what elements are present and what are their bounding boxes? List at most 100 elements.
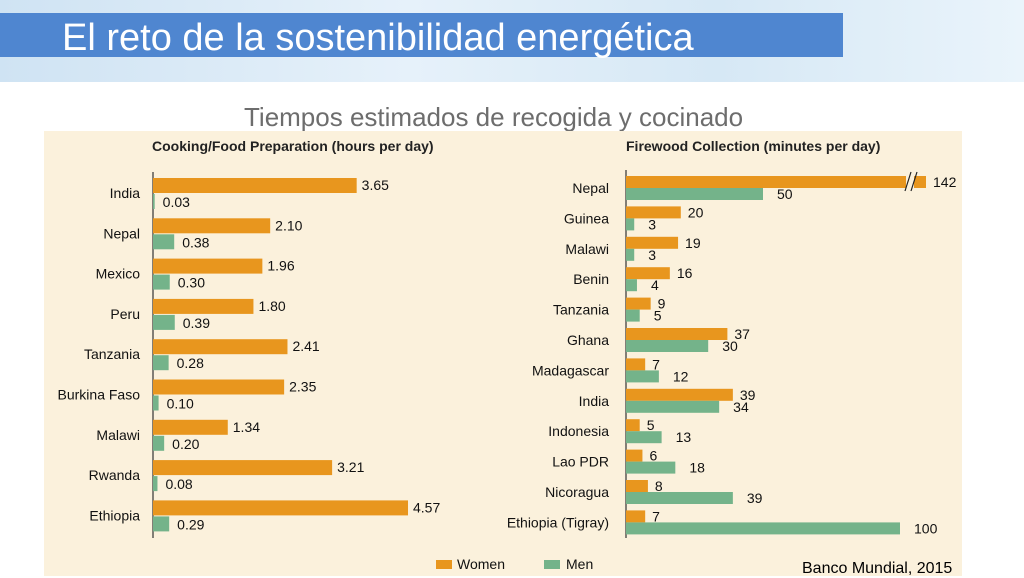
chart1-label-women-burkina-faso: 2.35: [289, 379, 316, 395]
chart2-bar-men-madagascar: [626, 370, 659, 383]
chart1-label-women-malawi: 1.34: [233, 419, 260, 435]
legend-swatch-men: [544, 560, 560, 569]
slide-title: El reto de la sostenibilidad energética: [62, 17, 694, 59]
chart1-bar-women-burkina-faso: [153, 379, 285, 395]
legend-swatch-women: [436, 560, 452, 569]
chart2-category-nepal: Nepal: [572, 180, 609, 196]
chart2-break-mark-right: [910, 171, 918, 192]
chart2-label-men-malawi: 3: [648, 247, 656, 263]
chart2-bar-women-benin: [626, 267, 670, 280]
chart1-bar-men-peru: [153, 314, 175, 330]
chart2-bar-men-lao-pdr: [626, 461, 676, 474]
chart2-category-indonesia: Indonesia: [548, 423, 609, 439]
chart1-bar-women-india: [153, 178, 357, 193]
chart2-label-men-ghana: 30: [722, 338, 738, 354]
chart2-category-malawi: Malawi: [565, 241, 609, 257]
chart1-bar-men-tanzania: [153, 355, 169, 371]
chart1-label-men-rwanda: 0.08: [165, 476, 192, 492]
chart1-bar-women-malawi: [153, 419, 228, 435]
chart1-bar-women-ethiopia: [153, 500, 409, 516]
slide-subtitle: Tiempos estimados de recogida y cocinado: [244, 102, 744, 132]
chart2-label-men-guinea: 3: [648, 216, 656, 232]
chart1-label-men-india: 0.03: [163, 194, 190, 210]
chart2-label-men-india: 34: [733, 399, 749, 415]
chart2-bar-women-ghana: [626, 328, 728, 340]
chart1-bar-women-nepal: [153, 218, 271, 234]
chart2-bar-men-malawi: [626, 248, 635, 261]
chart2-label-women-tanzania: 9: [658, 296, 666, 312]
chart1-bar-men-rwanda: [153, 476, 158, 492]
chart2-label-women-indonesia: 5: [647, 417, 655, 433]
chart2-label-women-nepal: 142: [933, 174, 957, 190]
chart1-bar-women-peru: [153, 298, 254, 314]
chart1-bar-women-rwanda: [153, 460, 333, 476]
chart1-bar-men-burkina-faso: [153, 395, 159, 411]
chart2-bar-men-tanzania: [626, 309, 640, 322]
chart1-bar-men-mexico: [153, 274, 170, 290]
chart2-label-men-nepal: 50: [777, 186, 793, 202]
chart2-label-men-benin: 4: [651, 277, 659, 293]
chart1-label-women-mexico: 1.96: [267, 258, 294, 274]
chart2-label-women-ethiopia-tigray-: 7: [652, 508, 660, 524]
chart1-category-india: India: [110, 185, 141, 201]
chart1-label-women-nepal: 2.10: [275, 217, 302, 233]
chart1-label-men-peru: 0.39: [183, 315, 210, 331]
chart2-title: Firewood Collection (minutes per day): [626, 138, 880, 154]
chart2-label-women-guinea: 20: [688, 204, 704, 220]
chart2-bar-women-nepal: [626, 176, 926, 188]
chart2-label-women-benin: 16: [677, 265, 693, 281]
chart1-bar-men-malawi: [153, 435, 165, 451]
legend-label-men: Men: [566, 556, 593, 572]
chart2-label-men-ethiopia-tigray-: 100: [914, 520, 938, 536]
chart2-category-nicoragua: Nicoragua: [545, 484, 609, 500]
chart2-bar-women-madagascar: [626, 358, 646, 371]
chart2-bar-women-lao-pdr: [626, 449, 643, 462]
chart1-category-burkina-faso: Burkina Faso: [58, 387, 141, 403]
chart1-category-ethiopia: Ethiopia: [89, 507, 140, 523]
chart2-category-tanzania: Tanzania: [553, 302, 609, 318]
chart1-bar-women-mexico: [153, 258, 263, 274]
chart2-label-women-madagascar: 7: [652, 356, 660, 372]
chart1-category-peru: Peru: [110, 306, 140, 322]
chart1-title: Cooking/Food Preparation (hours per day): [152, 138, 434, 154]
chart2-label-women-lao-pdr: 6: [649, 448, 657, 464]
chart2-bar-men-nicoragua: [626, 492, 733, 504]
chart2-label-women-nicoragua: 8: [655, 478, 663, 494]
chart2-category-madagascar: Madagascar: [532, 362, 609, 378]
chart2-category-india: India: [579, 393, 610, 409]
chart1-category-nepal: Nepal: [103, 225, 140, 241]
chart1-category-tanzania: Tanzania: [84, 346, 140, 362]
chart1-label-women-peru: 1.80: [258, 298, 285, 314]
chart2-bar-men-indonesia: [626, 431, 662, 444]
chart2-bar-women-malawi: [626, 236, 679, 249]
chart2-bar-men-ethiopia-tigray-: [626, 522, 900, 535]
chart2-bar-women-guinea: [626, 206, 681, 219]
chart2-label-women-malawi: 19: [685, 235, 701, 251]
chart2-category-guinea: Guinea: [564, 210, 609, 226]
chart2-bar-women-nicoragua: [626, 480, 648, 492]
chart2-break-gap: [906, 174, 914, 190]
chart2-bar-women-india: [626, 388, 733, 401]
chart1-category-rwanda: Rwanda: [89, 467, 141, 483]
chart1-category-malawi: Malawi: [96, 427, 140, 443]
chart2-bar-women-ethiopia-tigray-: [626, 510, 646, 523]
chart2-label-men-nicoragua: 39: [747, 490, 763, 506]
chart2-bar-men-india: [626, 400, 720, 413]
chart1-label-women-rwanda: 3.21: [337, 459, 364, 475]
chart2-bar-men-ghana: [626, 340, 709, 352]
chart2-bar-men-nepal: [626, 188, 763, 200]
chart1-label-men-mexico: 0.30: [178, 275, 205, 291]
chart2-category-lao-pdr: Lao PDR: [552, 454, 609, 470]
chart2-label-women-ghana: 37: [734, 326, 750, 342]
chart2-label-men-tanzania: 5: [654, 308, 662, 324]
chart2-category-ethiopia-tigray-: Ethiopia (Tigray): [507, 514, 609, 530]
chart2-category-ghana: Ghana: [567, 332, 609, 348]
chart1-bar-men-ethiopia: [153, 516, 170, 532]
chart2-bar-men-guinea: [626, 218, 635, 231]
chart2-category-benin: Benin: [573, 271, 609, 287]
title-bar: [0, 13, 843, 57]
chart2-bar-women-tanzania: [626, 297, 651, 310]
chart1-label-women-ethiopia: 4.57: [413, 499, 440, 515]
chart1-label-women-india: 3.65: [362, 177, 389, 193]
